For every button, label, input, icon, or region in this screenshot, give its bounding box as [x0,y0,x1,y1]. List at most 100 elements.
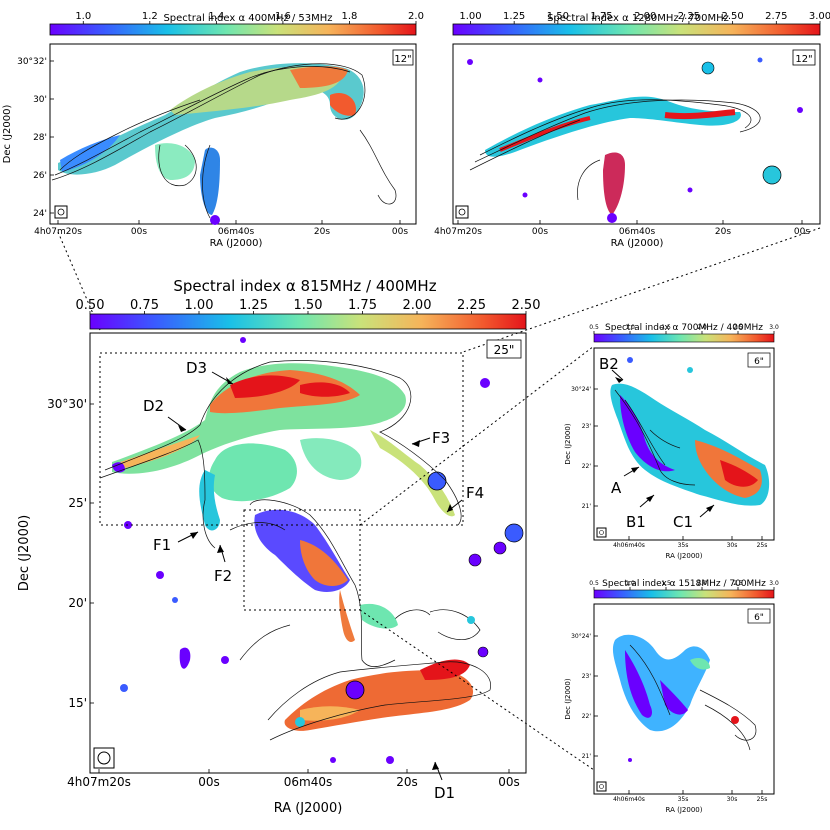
main-y-ticklabel: 20' [68,596,87,610]
zu-colorbar-title: Spectral index α 700MHz / 400MHz [605,323,763,333]
zl-cb-ticklabel: 0.5 [589,580,599,587]
zl-cb-ticklabel: 2.0 [697,580,707,587]
tl-cb-ticklabel: 1.8 [342,11,358,22]
tr-colorbar [452,23,821,36]
annotation-F2: F2 [214,567,232,585]
tl-x-ticklabel: 00s [131,227,147,237]
main-y-ticklabel: 30°30' [47,397,87,411]
main-xlabel: RA (J2000) [274,801,343,816]
main-x-ticklabel: 20s [396,775,418,789]
tr-x-ticklabel: 20s [715,227,731,237]
zu-x-ticklabel: 25s [757,542,768,549]
main-cb-ticklabel: 2.25 [457,298,486,313]
tl-colorbar-title: Spectral index α 400MHz / 53MHz [163,13,332,24]
main-cb-ticklabel: 1.50 [294,298,323,313]
zu-cb-ticklabel: 2.5 [733,324,743,331]
zu-cb-ticklabel: 1.0 [625,324,635,331]
tl-cb-ticklabel: 1.4 [208,11,224,22]
main-box-large [99,352,464,526]
zl-y-ticklabel: 22' [582,713,592,720]
zu-colorbar [593,333,775,343]
main-ylabel: Dec (J2000) [17,515,32,591]
main-cb-ticklabel: 2.50 [512,298,541,313]
tr-frame [452,43,821,225]
tr-xlabel: RA (J2000) [611,238,664,249]
connector-zoom-upper [359,345,595,526]
main-y-ticklabel: 25' [68,496,87,510]
tl-y-ticklabel: 30°32' [17,57,47,67]
zu-y-ticklabel: 21' [582,503,592,510]
tr-x-ticklabel: 4h07m20s [434,227,482,237]
main-box-small [243,509,361,611]
zu-beam-label: 6" [754,357,764,367]
zu-y-ticklabel: 23' [582,423,592,430]
main-x-ticklabel: 00s [498,775,520,789]
zl-frame [593,603,775,795]
zl-y-ticklabel: 30°24' [571,633,591,640]
zu-xlabel: RA (J2000) [666,552,703,560]
tr-cb-ticklabel: 2.00 [634,11,656,22]
main-annotations: D3 D2 F3 F4 F1 F2 D1 [143,359,484,802]
panel-top-right: Spectral index α 1280MHz / 700MHz 1.00 1.… [434,11,830,249]
main-cb-ticklabel: 1.00 [185,298,214,313]
connector-zoom-lower [359,609,595,771]
annotation-D1: D1 [434,784,455,802]
zu-ylabel: Dec (J2000) [564,423,572,464]
annotation-C1: C1 [673,513,693,531]
tl-xlabel: RA (J2000) [210,238,263,249]
tr-x-ticklabel: 00s [794,227,810,237]
zl-x-ticklabel: 30s [727,796,738,803]
annotation-D3: D3 [186,359,207,377]
main-cb-ticklabel: 1.75 [348,298,377,313]
zl-cb-ticklabel: 1.0 [625,580,635,587]
main-x-ticklabel: 00s [198,775,220,789]
panel-zoom-lower: Spectral index α 1518MHz / 700MHz 0.5 1.0… [564,579,779,814]
zu-cb-ticklabel: 2.0 [697,324,707,331]
zu-frame [593,347,775,541]
tr-cb-ticklabel: 1.25 [503,11,525,22]
tl-cb-ticklabel: 2.0 [408,11,424,22]
annotation-F4: F4 [466,484,484,502]
zl-beam-label: 6" [754,613,764,623]
zl-colorbar-title: Spectral index α 1518MHz / 700MHz [602,579,766,589]
zl-cb-ticklabel: 2.5 [733,580,743,587]
tl-cb-ticklabel: 1.0 [75,11,91,22]
main-x-ticklabel: 4h07m20s [67,775,131,789]
zl-x-ticklabel: 35s [678,796,689,803]
zl-ylabel: Dec (J2000) [564,678,572,719]
zl-colorbar [593,589,775,599]
tr-cb-ticklabel: 2.50 [721,11,743,22]
main-emission [99,337,524,764]
zu-cb-ticklabel: 0.5 [589,324,599,331]
zu-annotations: B2 A B1 C1 [599,355,715,531]
main-cb-ticklabel: 0.75 [130,298,159,313]
zu-x-ticklabel: 4h06m40s [613,542,645,549]
tr-cb-ticklabel: 3.00 [809,11,830,22]
tl-emission [51,63,397,225]
zl-x-ticklabel: 25s [757,796,768,803]
tl-y-ticklabel: 30' [33,95,47,105]
main-cb-ticklabel: 2.00 [403,298,432,313]
tl-cb-ticklabel: 1.2 [142,11,158,22]
main-cb-ticklabel: 0.50 [76,298,105,313]
tr-x-ticklabel: 00s [532,227,548,237]
tl-y-ticklabel: 26' [33,171,47,181]
zu-y-ticklabel: 22' [582,463,592,470]
tr-emission [467,57,803,223]
tl-y-ticklabel: 28' [33,133,47,143]
panel-main: Spectral index α 815MHz / 400MHz 0.50 0.7… [17,277,540,816]
tl-colorbar [49,23,417,36]
main-colorbar [89,313,527,330]
tr-cb-ticklabel: 2.75 [765,11,787,22]
panel-top-left: Spectral index α 400MHz / 53MHz 1.0 1.2 1.… [2,11,424,249]
tl-y-ticklabel: 24' [33,209,47,219]
tl-x-ticklabel: 20s [314,227,330,237]
tl-cb-ticklabel: 1.6 [275,11,291,22]
zu-y-ticklabel: 30°24' [571,386,591,393]
tl-ylabel: Dec (J2000) [2,105,13,164]
zu-x-ticklabel: 35s [678,542,689,549]
annotation-B1: B1 [626,513,646,531]
tr-cb-ticklabel: 1.75 [590,11,612,22]
tr-colorbar-title: Spectral index α 1280MHz / 700MHz [547,13,729,24]
zu-cb-ticklabel: 1.5 [661,324,671,331]
